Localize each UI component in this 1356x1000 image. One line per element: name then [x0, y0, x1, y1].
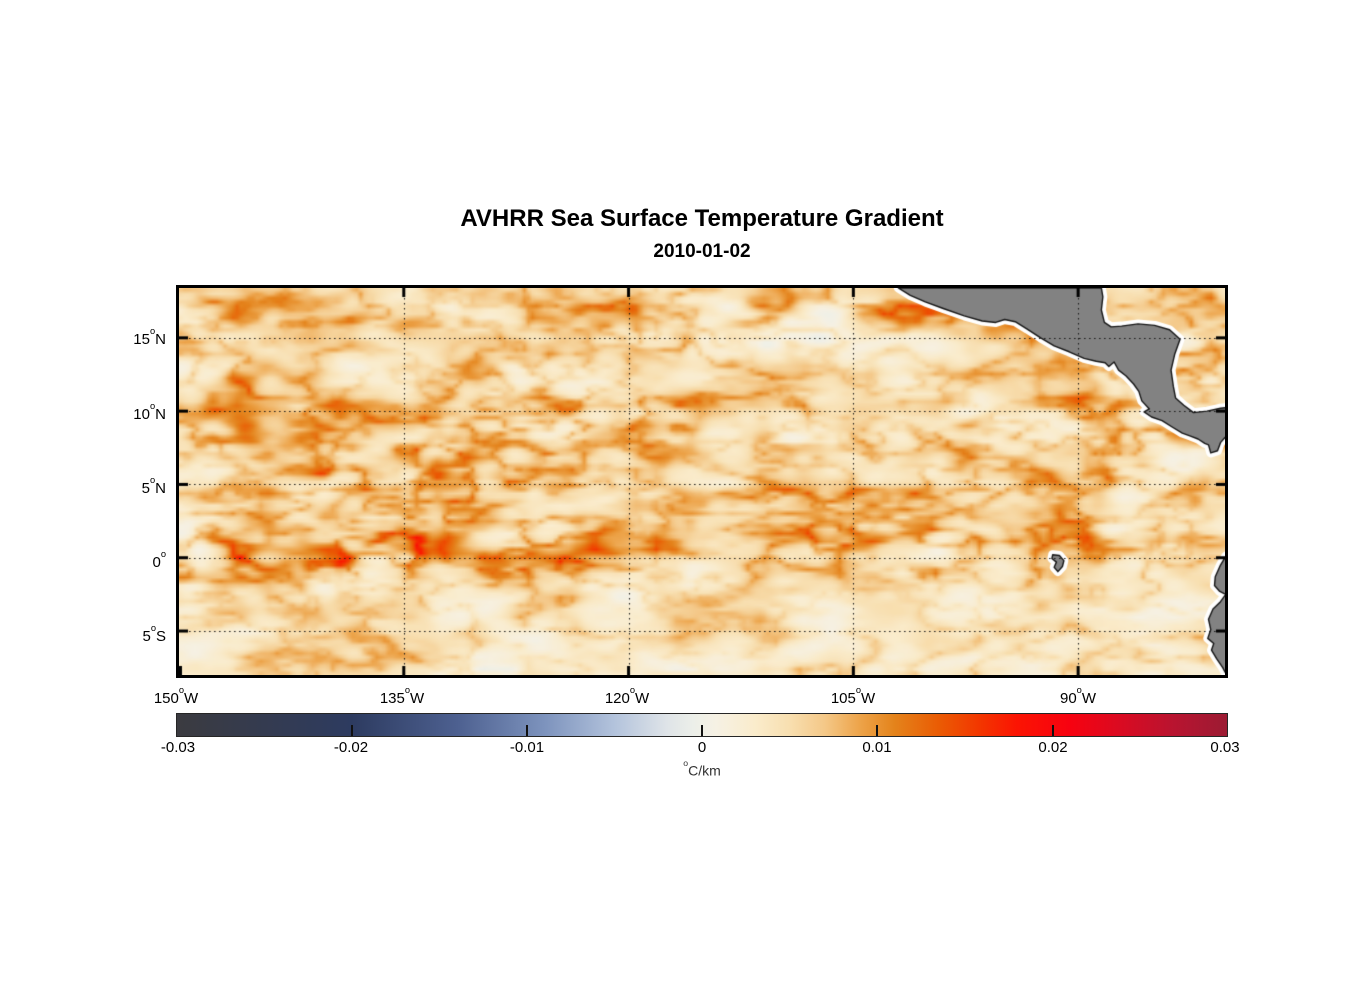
- sst-gradient-map: [179, 288, 1225, 675]
- y-tick-label-5n: 5oN: [141, 474, 166, 497]
- y-tick-label-5s: 5oS: [142, 622, 166, 645]
- x-tick-label-120w: 120oW: [604, 684, 650, 707]
- y-tick-label-15n: 15oN: [133, 325, 166, 348]
- figure-date-subtitle: 2010-01-02: [653, 241, 751, 262]
- colorbar-tick: [876, 725, 879, 736]
- x-tick-label-105w: 105oW: [830, 684, 876, 707]
- colorbar-tick: [350, 725, 353, 736]
- colorbar-label-max: 0.03: [1210, 739, 1240, 756]
- figure-header: AVHRR Sea Surface Temperature Gradient 2…: [176, 205, 1228, 263]
- colorbar-label: -0.01: [509, 739, 545, 756]
- x-tick-label-90w: 90oW: [1059, 684, 1097, 707]
- colorbar-label: 0.02: [1038, 739, 1068, 756]
- x-tick-label-150w: 150oW: [153, 684, 199, 707]
- colorbar-label: 0.01: [862, 739, 892, 756]
- colorbar-tick: [701, 725, 704, 736]
- colorbar-label-zero: 0: [697, 739, 707, 756]
- map-plot-frame: [176, 285, 1228, 678]
- x-tick-label-135w: 135oW: [379, 684, 425, 707]
- colorbar-label: -0.02: [333, 739, 369, 756]
- colorbar-label-min: -0.03: [160, 739, 196, 756]
- colorbar-tick: [526, 725, 529, 736]
- figure-title: AVHRR Sea Surface Temperature Gradient: [460, 205, 944, 232]
- colorbar-tick: [1051, 725, 1054, 736]
- y-tick-label-10n: 10oN: [133, 400, 166, 423]
- colorbar-units-label: oC/km: [683, 758, 721, 779]
- y-tick-label-0: 0o: [152, 548, 166, 571]
- colorbar: [176, 713, 1228, 737]
